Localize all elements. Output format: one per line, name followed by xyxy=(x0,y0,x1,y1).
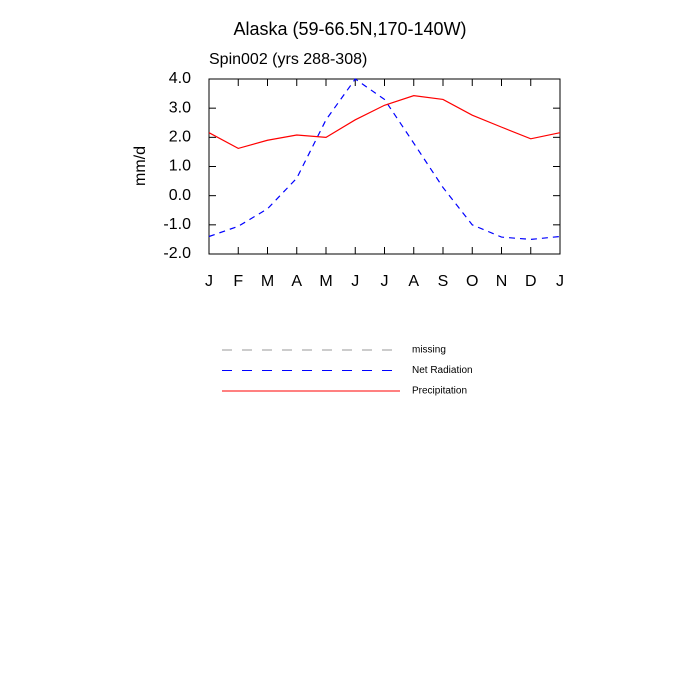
y-tick-label: 0.0 xyxy=(169,187,191,204)
x-tick-label: J xyxy=(381,273,389,290)
legend-label: Net Radiation xyxy=(412,365,473,376)
y-tick-label: 1.0 xyxy=(169,158,191,175)
x-tick-label: M xyxy=(261,273,274,290)
chart-title: Alaska (59-66.5N,170-140W) xyxy=(233,19,466,39)
y-tick-label: 4.0 xyxy=(169,70,191,87)
x-tick-label: S xyxy=(438,273,449,290)
x-tick-label: D xyxy=(525,273,537,290)
x-tick-label: M xyxy=(319,273,332,290)
legend-label: missing xyxy=(412,345,446,356)
x-tick-label: N xyxy=(496,273,508,290)
x-tick-label: J xyxy=(351,273,359,290)
x-tick-label: J xyxy=(556,273,564,290)
series-line xyxy=(208,78,561,241)
y-axis-label: mm/d xyxy=(132,146,149,186)
x-tick-label: A xyxy=(291,273,302,290)
x-tick-label: J xyxy=(205,273,213,290)
series-line xyxy=(208,95,561,150)
x-tick-label: F xyxy=(233,273,243,290)
x-tick-label: A xyxy=(408,273,419,290)
x-tick-label: O xyxy=(466,273,478,290)
chart-subtitle: Spin002 (yrs 288-308) xyxy=(209,51,367,68)
legend-label: Precipitation xyxy=(412,386,467,397)
y-tick-label: -1.0 xyxy=(163,216,191,233)
y-tick-label: -2.0 xyxy=(163,245,191,262)
y-tick-label: 2.0 xyxy=(169,129,191,146)
y-tick-label: 3.0 xyxy=(169,99,191,116)
